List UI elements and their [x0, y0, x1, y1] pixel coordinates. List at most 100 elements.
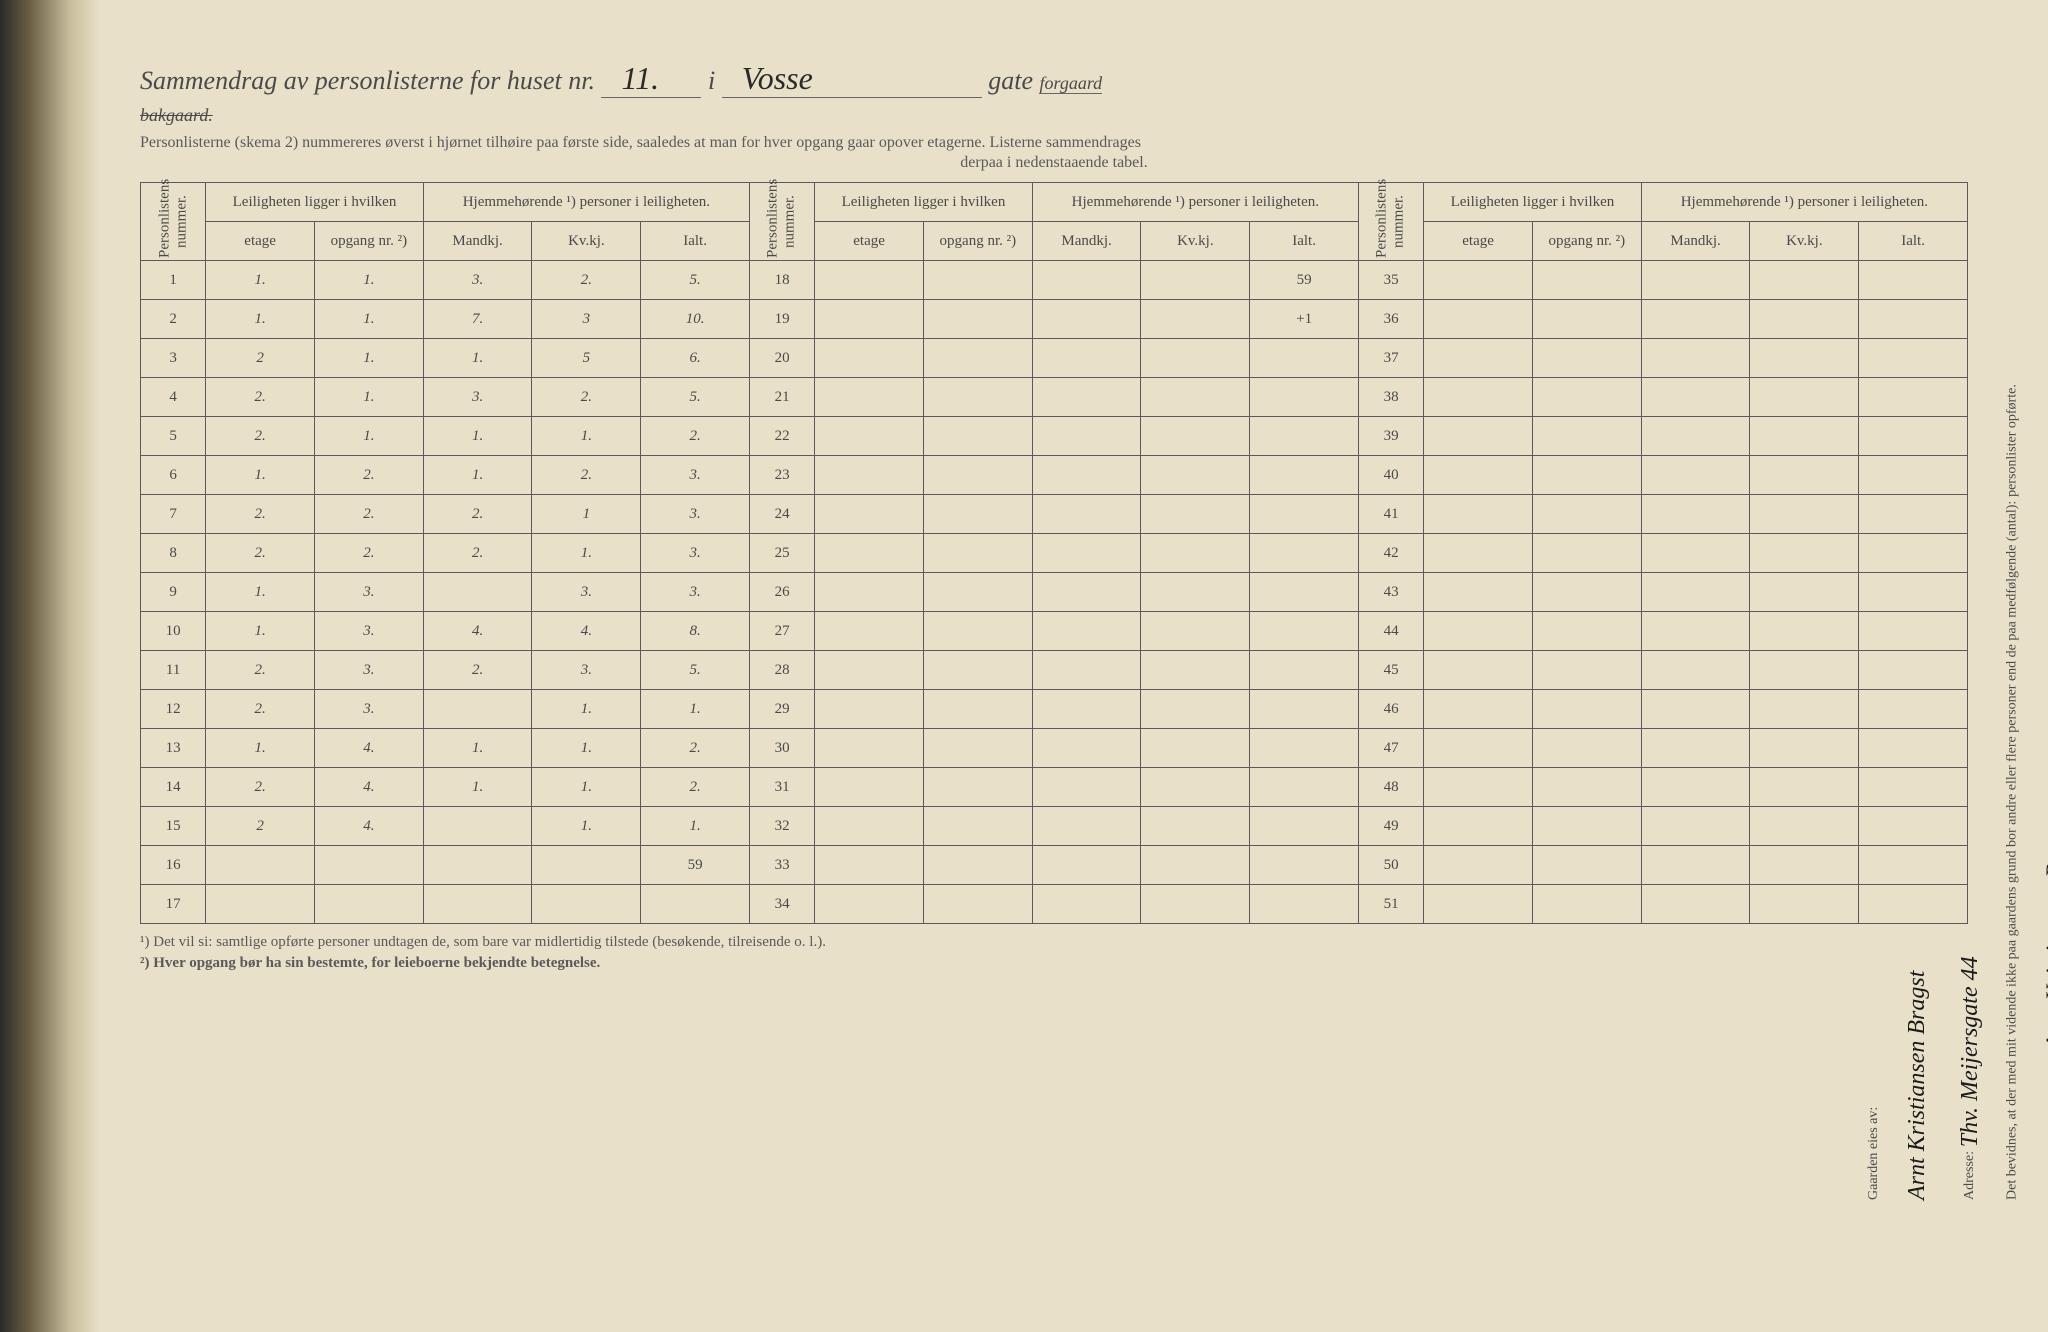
gate-word: gate: [988, 66, 1033, 95]
table-cell: 59: [641, 846, 750, 885]
table-cell: 1.: [532, 729, 641, 768]
table-cell: [1532, 300, 1641, 339]
table-cell: [815, 768, 924, 807]
table-cell: [815, 300, 924, 339]
table-cell: [815, 339, 924, 378]
table-cell: [1250, 378, 1359, 417]
table-cell: 2.: [641, 417, 750, 456]
table-cell: [1532, 846, 1641, 885]
table-cell: [1250, 495, 1359, 534]
table-cell: 3.: [641, 495, 750, 534]
table-cell: [1032, 573, 1141, 612]
table-cell: [815, 807, 924, 846]
table-cell: [206, 885, 315, 924]
table-row: 82.2.2.1.3.2542: [141, 534, 1968, 573]
table-row: 11.1.3.2.5.185935: [141, 261, 1968, 300]
table-cell: [1641, 729, 1750, 768]
table-cell: 1.: [206, 300, 315, 339]
table-cell: 1.: [532, 768, 641, 807]
table-cell: 32: [749, 807, 814, 846]
table-cell: [1032, 300, 1141, 339]
adresse1-value: Thv. Meijersgate 44: [1957, 956, 1983, 1147]
table-cell: [1532, 651, 1641, 690]
sub-ialt-a: Ialt.: [641, 222, 750, 261]
table-cell: 2: [206, 339, 315, 378]
table-cell: [1424, 651, 1533, 690]
table-cell: [1750, 495, 1859, 534]
table-cell: 1.: [641, 807, 750, 846]
table-cell: 1.: [641, 690, 750, 729]
table-cell: 3.: [314, 573, 423, 612]
table-cell: [1641, 456, 1750, 495]
table-cell: [1032, 690, 1141, 729]
col-hjemme-b: Hjemmehørende ¹) personer i leiligheten.: [1032, 183, 1358, 222]
table-cell: 33: [749, 846, 814, 885]
col-personlistens-b: Personlistens nummer.: [749, 183, 814, 261]
sub-kvkj-c: Kv.kj.: [1750, 222, 1859, 261]
table-cell: 23: [749, 456, 814, 495]
table-row: 52.1.1.1.2.2239: [141, 417, 1968, 456]
page-title: Sammendrag av personlisterne for huset n…: [140, 60, 1968, 128]
table-cell: 1: [141, 261, 206, 300]
table-cell: 2.: [532, 261, 641, 300]
table-cell: 1.: [206, 261, 315, 300]
sub-ialt-b: Ialt.: [1250, 222, 1359, 261]
table-cell: 2.: [206, 417, 315, 456]
table-cell: [1032, 261, 1141, 300]
table-cell: [1032, 846, 1141, 885]
table-cell: 42: [1358, 534, 1423, 573]
table-row: 72.2.2.13.2441: [141, 495, 1968, 534]
table-cell: 1.: [423, 768, 532, 807]
table-cell: [1250, 768, 1359, 807]
table-cell: [1750, 573, 1859, 612]
table-cell: 5.: [641, 261, 750, 300]
table-cell: [1532, 534, 1641, 573]
table-cell: [1641, 807, 1750, 846]
table-cell: 46: [1358, 690, 1423, 729]
table-cell: 4.: [314, 768, 423, 807]
table-cell: [423, 573, 532, 612]
table-cell: [1032, 495, 1141, 534]
adresse1-label: Adresse:: [1962, 1151, 1977, 1200]
table-cell: [1750, 456, 1859, 495]
table-cell: [1032, 612, 1141, 651]
table-row: 42.1.3.2.5.2138: [141, 378, 1968, 417]
table-cell: [1750, 768, 1859, 807]
table-cell: [1032, 378, 1141, 417]
sub-mandkj-a: Mandkj.: [423, 222, 532, 261]
table-cell: 17: [141, 885, 206, 924]
table-cell: 3: [141, 339, 206, 378]
table-cell: [1032, 729, 1141, 768]
table-cell: 2: [206, 807, 315, 846]
table-cell: [1424, 456, 1533, 495]
table-cell: [1141, 417, 1250, 456]
table-cell: 45: [1358, 651, 1423, 690]
table-cell: [1141, 300, 1250, 339]
table-cell: [923, 690, 1032, 729]
table-cell: 2.: [641, 768, 750, 807]
table-cell: [641, 885, 750, 924]
table-cell: 1: [532, 495, 641, 534]
table-cell: [1750, 300, 1859, 339]
table-cell: [1750, 846, 1859, 885]
table-cell: 22: [749, 417, 814, 456]
subtitle-line1: Personlisterne (skema 2) nummereres øver…: [140, 134, 1141, 151]
table-cell: [815, 651, 924, 690]
table-cell: 1.: [532, 690, 641, 729]
table-cell: [1641, 651, 1750, 690]
gaarden-label: Gaarden eies av:: [1866, 1107, 1881, 1200]
table-cell: [1641, 378, 1750, 417]
table-cell: [1641, 885, 1750, 924]
table-cell: [1532, 612, 1641, 651]
table-cell: [314, 885, 423, 924]
table-cell: [923, 573, 1032, 612]
table-cell: [206, 846, 315, 885]
table-row: 142.4.1.1.2.3148: [141, 768, 1968, 807]
table-cell: [1141, 339, 1250, 378]
table-cell: 5: [532, 339, 641, 378]
table-cell: 2: [141, 300, 206, 339]
table-cell: 20: [749, 339, 814, 378]
table-cell: [1141, 651, 1250, 690]
signature-block: Gaarden eies av: Arnt Kristiansen Bragst…: [1858, 100, 2038, 1200]
table-cell: 2.: [206, 495, 315, 534]
